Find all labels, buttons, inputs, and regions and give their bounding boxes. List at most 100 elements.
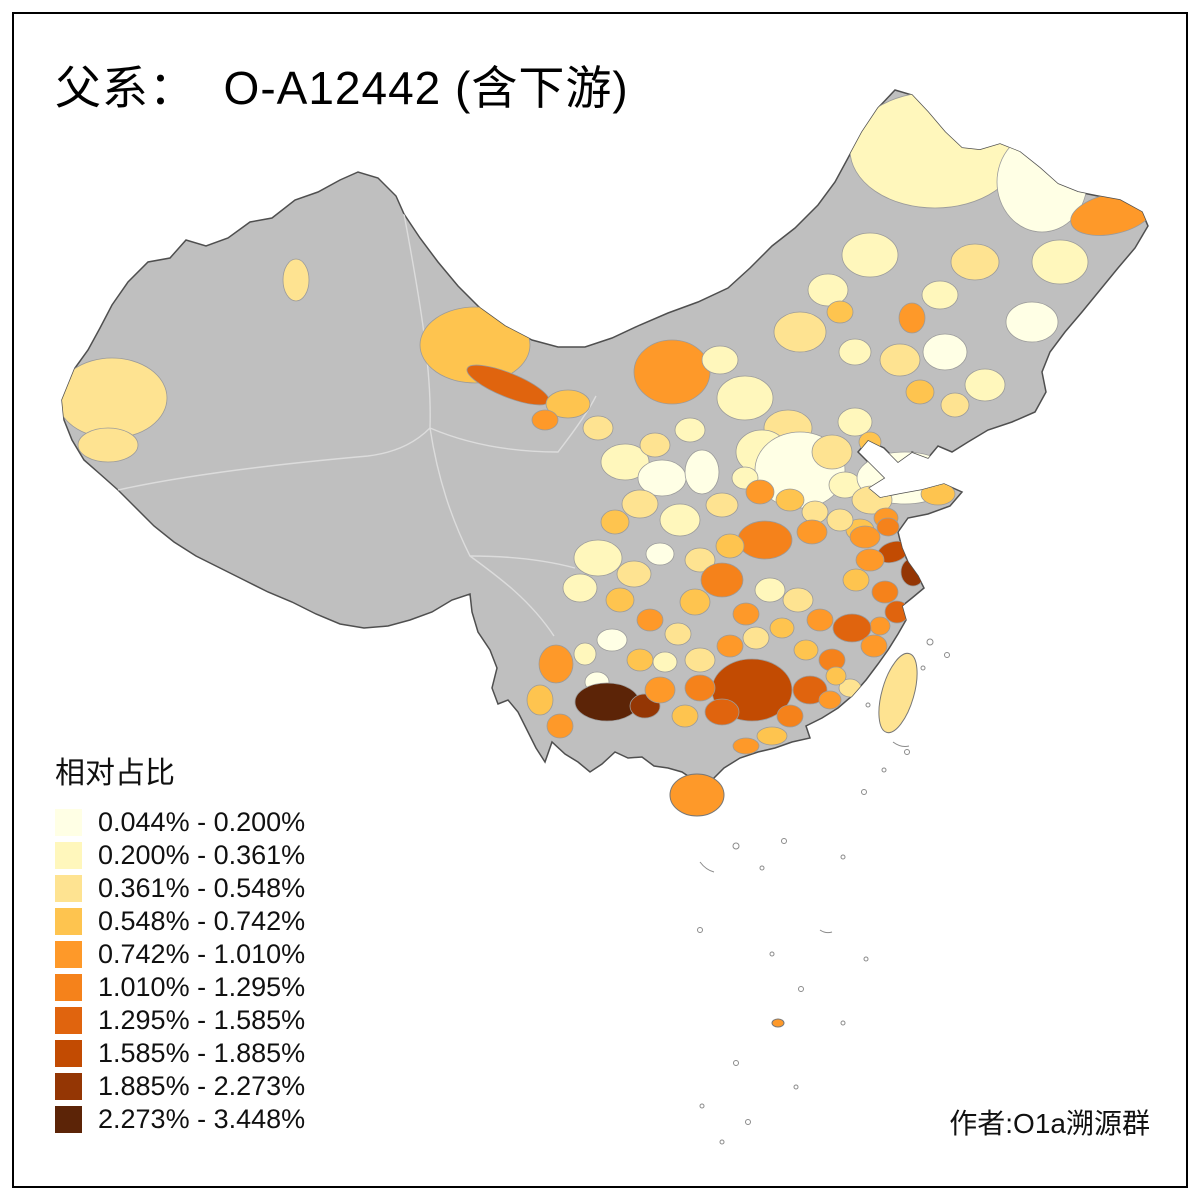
- prefecture-region: [756, 726, 788, 746]
- prefecture-region: [754, 577, 786, 603]
- prefecture-region: [826, 300, 854, 324]
- prefecture-region: [732, 737, 760, 755]
- south-sea-island: [771, 1018, 785, 1028]
- prefecture-region: [957, 95, 1019, 141]
- legend-label: 2.273% - 3.448%: [98, 1104, 306, 1134]
- legend-swatch: [55, 842, 82, 869]
- prefecture-region: [825, 666, 847, 686]
- prefecture-region: [742, 626, 770, 650]
- legend-items: 0.044% - 0.200% 0.200% - 0.361% 0.361% - 0…: [55, 806, 305, 1136]
- prefecture-region: [644, 676, 676, 704]
- prefecture-region: [705, 492, 739, 518]
- legend-item: 1.295% - 1.585%: [55, 1004, 305, 1037]
- legend-title: 相对占比: [55, 757, 175, 790]
- legend-swatch: [55, 908, 82, 935]
- prefecture-region: [905, 379, 935, 405]
- island: [819, 929, 833, 934]
- prefecture-region: [573, 642, 597, 666]
- prefecture-region: [652, 651, 678, 673]
- island: [759, 865, 765, 871]
- hainan-island: [669, 773, 725, 817]
- prefecture-region: [531, 409, 559, 431]
- prefecture-region: [77, 427, 139, 463]
- prefecture-region: [1031, 239, 1089, 285]
- legend-item: 1.010% - 1.295%: [55, 971, 305, 1004]
- island: [861, 789, 867, 795]
- island: [926, 638, 934, 646]
- prefecture-region: [684, 547, 716, 573]
- prefecture-region: [838, 338, 872, 366]
- prefecture-region: [582, 415, 614, 441]
- legend-swatch: [55, 809, 82, 836]
- legend: 相对占比 0.044% - 0.200% 0.200% - 0.361% 0.361…: [55, 748, 305, 1136]
- prefecture-region: [811, 434, 853, 470]
- island: [863, 956, 869, 962]
- legend-swatch: [55, 941, 82, 968]
- legend-label: 0.548% - 0.742%: [98, 906, 306, 936]
- island: [865, 702, 871, 708]
- legend-label: 0.742% - 1.010%: [98, 939, 306, 969]
- prefecture-region: [796, 519, 828, 545]
- prefecture-region: [775, 488, 805, 512]
- prefecture-region: [573, 539, 623, 577]
- prefecture-region: [679, 588, 711, 616]
- prefecture-region: [715, 533, 745, 559]
- legend-swatch: [55, 974, 82, 1001]
- prefecture-region: [616, 560, 652, 588]
- island: [732, 842, 740, 850]
- prefecture-region: [792, 675, 828, 705]
- prefecture-region: [282, 258, 310, 302]
- major-islands: [669, 652, 918, 1028]
- island: [881, 767, 887, 773]
- prefecture-region: [684, 449, 720, 495]
- island: [920, 665, 926, 671]
- prefecture-region: [526, 684, 554, 716]
- prefecture-region: [732, 602, 760, 626]
- prefecture-region: [818, 690, 842, 710]
- legend-item: 0.361% - 0.548%: [55, 872, 305, 905]
- prefecture-region: [964, 368, 1006, 402]
- prefecture-region: [807, 273, 849, 307]
- island: [781, 838, 787, 844]
- legend-swatch: [55, 1007, 82, 1034]
- legend-label: 0.361% - 0.548%: [98, 873, 306, 903]
- legend-item: 0.200% - 0.361%: [55, 839, 305, 872]
- prefecture-region: [849, 525, 881, 549]
- prefecture-region: [769, 617, 795, 639]
- taiwan-island: [878, 652, 918, 734]
- prefecture-region: [858, 431, 882, 453]
- legend-label: 0.200% - 0.361%: [98, 840, 306, 870]
- legend-item: 0.548% - 0.742%: [55, 905, 305, 938]
- author-credit: 作者:O1a溯源群: [949, 1108, 1150, 1139]
- prefecture-region: [776, 704, 804, 728]
- prefecture-region: [871, 580, 899, 604]
- prefecture-region: [704, 698, 740, 726]
- island: [745, 1119, 751, 1125]
- prefecture-region: [639, 432, 671, 458]
- prefecture-region: [645, 542, 675, 566]
- prefecture-region: [701, 345, 739, 375]
- prefecture-region: [538, 644, 574, 684]
- legend-label: 1.885% - 2.273%: [98, 1071, 306, 1101]
- page-title: 父系： O-A12442 (含下游): [55, 62, 629, 114]
- prefecture-region: [832, 613, 872, 643]
- legend-item: 1.585% - 1.885%: [55, 1037, 305, 1070]
- prefecture-region: [782, 587, 814, 613]
- prefecture-region: [674, 417, 706, 443]
- prefecture-region: [605, 587, 635, 613]
- prefecture-region: [737, 520, 793, 560]
- prefecture-region: [855, 548, 885, 572]
- prefecture-region: [659, 503, 701, 537]
- island: [769, 951, 775, 957]
- prefecture-region: [841, 232, 899, 278]
- legend-swatch: [55, 1040, 82, 1067]
- legend-item: 2.273% - 3.448%: [55, 1103, 305, 1136]
- legend-item: 1.885% - 2.273%: [55, 1070, 305, 1103]
- island: [798, 986, 804, 992]
- prefecture-region: [600, 443, 650, 481]
- prefecture-region: [621, 489, 659, 519]
- prefecture-region: [869, 616, 891, 636]
- prefecture-region: [636, 608, 664, 632]
- legend-swatch: [55, 875, 82, 902]
